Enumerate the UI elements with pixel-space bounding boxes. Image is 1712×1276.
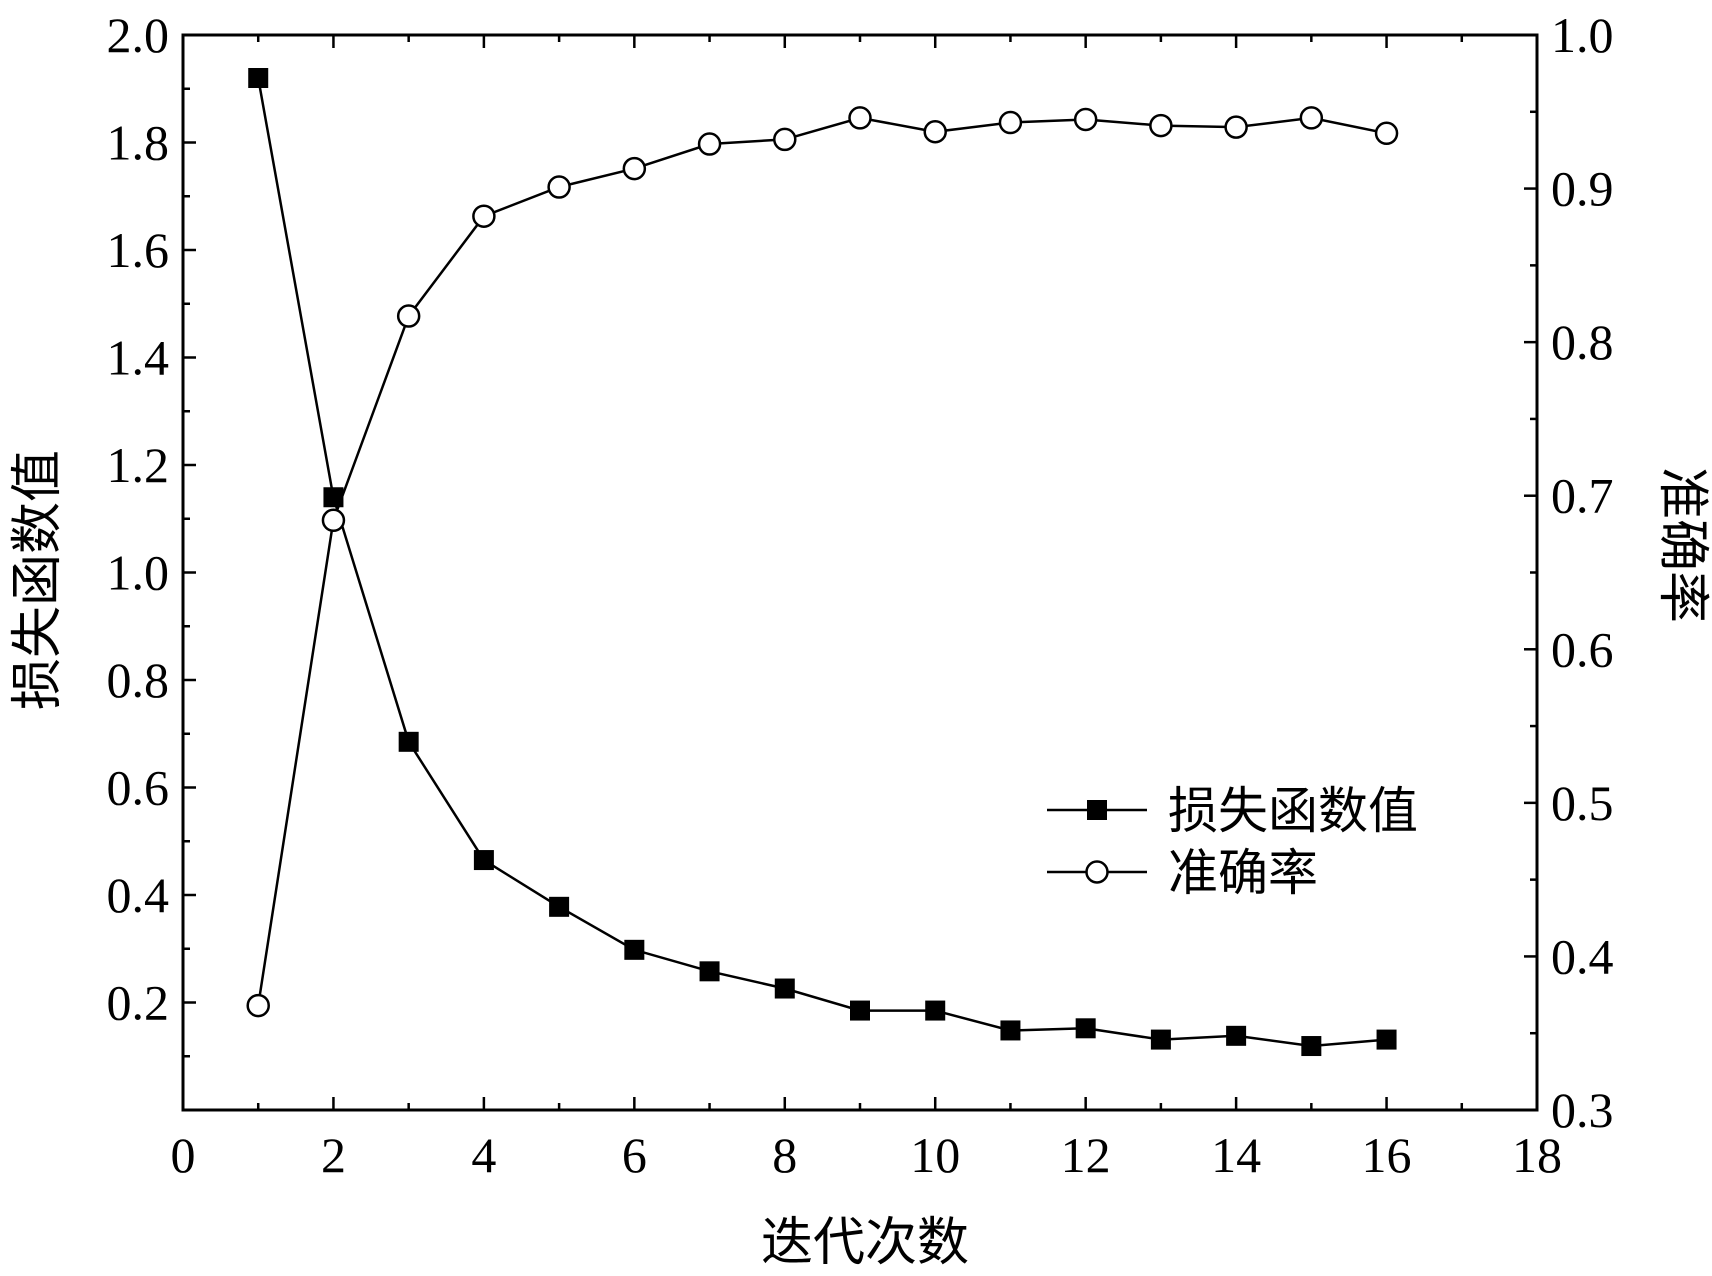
loss-point (549, 896, 570, 917)
x-tick-label: 18 (1512, 1127, 1562, 1183)
legend-label: 准确率 (1168, 844, 1318, 902)
y-left-tick-label: 0.6 (107, 760, 170, 816)
series-lines (256, 77, 1387, 1048)
y-left-tick-label: 1.2 (107, 437, 170, 493)
x-tick-label: 6 (622, 1127, 647, 1183)
x-tick-label: 10 (910, 1127, 960, 1183)
y-left-tick-label: 2.0 (107, 7, 170, 63)
x-tick-label: 14 (1211, 1127, 1261, 1183)
accuracy-point (472, 204, 496, 228)
series-line-loss (256, 77, 1387, 1048)
x-axis-title: 迭代次数 (761, 1213, 969, 1273)
y-left-tick-label: 0.4 (107, 867, 170, 923)
accuracy-point (321, 508, 346, 533)
y-right-tick-label: 0.3 (1551, 1082, 1614, 1138)
accuracy-point (1224, 115, 1248, 139)
accuracy-point (396, 304, 421, 328)
x-tick-label: 8 (772, 1127, 797, 1183)
loss-point (1000, 1020, 1021, 1041)
y-left-tick-label: 0.8 (107, 652, 170, 708)
y-left-tick-label: 0.2 (107, 975, 170, 1031)
loss-point (925, 1000, 946, 1021)
loss-point (473, 850, 494, 871)
y-axis-right-title: 准确率 (1652, 467, 1712, 623)
y-right-tick-label: 0.9 (1551, 161, 1614, 217)
x-tick-label: 4 (471, 1127, 496, 1183)
markers (246, 68, 1399, 1057)
accuracy-point (773, 127, 797, 152)
loss-point (624, 939, 645, 960)
y-axis-left-title: 损失函数值 (8, 450, 68, 710)
axes: 0 2 4 6 8 10 12 14 16 18 2.0 1.8 1.6 1.4 1.2 1.0 0.8 0.6 0… (107, 7, 1614, 1183)
accuracy-point (923, 120, 947, 144)
y-left-tick-label: 1.6 (107, 222, 170, 278)
loss-point (1226, 1025, 1247, 1046)
legend-label: 损失函数值 (1168, 782, 1418, 840)
y-left-tick-label: 1.8 (107, 115, 170, 171)
loss-point (850, 1000, 870, 1021)
y-right-tick-label: 0.7 (1551, 468, 1614, 524)
loss-point (1075, 1018, 1096, 1039)
x-tick-label: 12 (1061, 1127, 1111, 1183)
loss-point (1150, 1029, 1171, 1050)
loss-point (398, 731, 419, 752)
y-right-tick-label: 0.8 (1551, 314, 1614, 370)
x-tick-label: 2 (321, 1127, 346, 1183)
accuracy-point (1073, 107, 1098, 132)
accuracy-point (848, 106, 872, 130)
legend-marker-circle (1085, 860, 1109, 884)
y-left-tick-label: 1.4 (107, 330, 170, 386)
accuracy-point (1374, 121, 1399, 146)
plot-frame (181, 33, 1539, 1112)
loss-point (248, 68, 269, 88)
y-left-tick-label: 1.0 (107, 545, 170, 601)
series-line-accuracy (256, 116, 1387, 1006)
x-tick-label: 16 (1362, 1127, 1412, 1183)
loss-point (1301, 1036, 1322, 1057)
y-right-tick-label: 0.5 (1551, 775, 1614, 831)
y-right-tick-label: 0.6 (1551, 621, 1614, 677)
loss-point (774, 978, 795, 999)
accuracy-point (1299, 106, 1324, 130)
loss-point (323, 487, 344, 508)
accuracy-point (998, 110, 1023, 135)
loss-point (699, 961, 720, 982)
y-right-tick-label: 1.0 (1551, 7, 1614, 63)
accuracy-point (246, 993, 270, 1018)
y-right-tick-label: 0.4 (1551, 928, 1614, 984)
x-tick-label: 0 (171, 1127, 196, 1183)
loss-point (1376, 1029, 1397, 1050)
accuracy-point (622, 156, 647, 181)
accuracy-point (547, 175, 571, 199)
accuracy-point (1149, 113, 1173, 138)
legend-marker-square (1087, 800, 1107, 820)
accuracy-point (697, 132, 722, 156)
